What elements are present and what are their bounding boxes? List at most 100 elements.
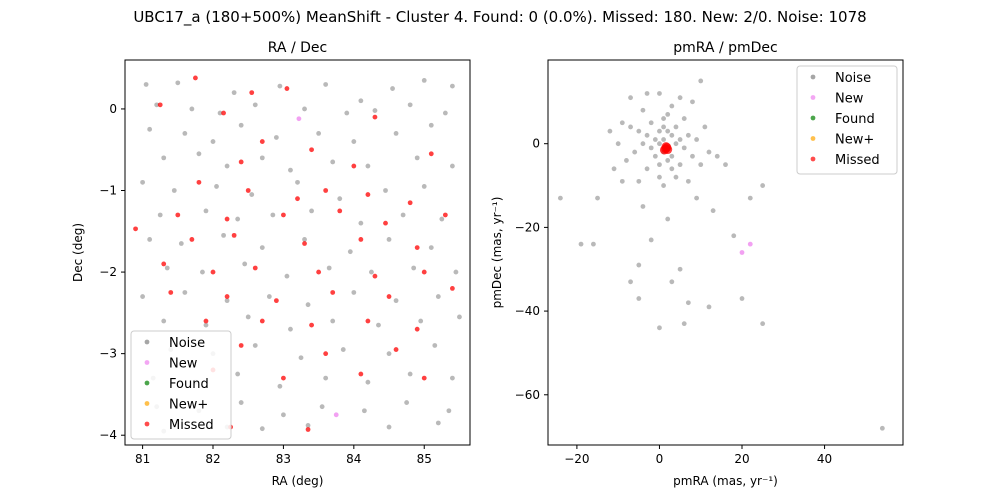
legend-marker (144, 360, 150, 365)
data-point-noise (690, 99, 695, 105)
data-point-missed (316, 269, 322, 275)
data-point-noise (652, 153, 658, 159)
legend-box (130, 330, 232, 440)
data-point-missed (249, 90, 255, 96)
legend-marker (144, 339, 150, 345)
data-point-noise (224, 163, 230, 169)
data-point-noise (760, 183, 766, 188)
data-point-missed (323, 351, 329, 357)
data-point-noise (365, 163, 371, 169)
data-point-missed (330, 290, 336, 295)
y-tick-label: −20 (515, 220, 540, 234)
data-point-noise (449, 163, 455, 169)
x-tick-label: 20 (734, 452, 749, 466)
data-point-noise (673, 124, 679, 130)
data-point-noise (665, 216, 671, 222)
data-point-noise (164, 265, 170, 271)
data-point-noise (681, 145, 687, 151)
data-point-noise (657, 91, 662, 96)
data-point-noise (661, 116, 666, 121)
data-point-noise (295, 179, 300, 185)
data-point-noise (731, 233, 737, 239)
data-point-noise (284, 273, 290, 279)
data-point-missed (210, 269, 216, 275)
data-point-noise (369, 269, 374, 275)
data-point-noise (390, 86, 395, 91)
data-point-missed (386, 294, 392, 299)
data-point-noise (640, 141, 646, 147)
data-point-missed (245, 188, 251, 193)
data-point-noise (657, 141, 662, 147)
data-point-missed (407, 200, 413, 206)
data-point-noise (644, 132, 650, 138)
data-point-noise (428, 245, 434, 251)
data-point-missed (133, 226, 138, 232)
data-point-noise (203, 322, 209, 328)
data-point-missed (231, 232, 237, 238)
data-point-noise (140, 294, 146, 299)
data-point-noise (677, 95, 683, 101)
data-point-missed (203, 318, 209, 324)
data-point-missed (661, 142, 671, 152)
data-point-noise (277, 83, 283, 89)
x-tick-label: −20 (564, 452, 589, 466)
legend-label: New+ (835, 133, 874, 148)
data-point-missed (358, 237, 364, 242)
data-point-noise (171, 188, 177, 193)
data-point-noise (221, 232, 226, 238)
data-point-missed (252, 265, 258, 271)
data-point-noise (628, 95, 633, 101)
data-point-missed (428, 151, 434, 157)
data-point-noise (252, 343, 258, 348)
data-point-noise (224, 298, 230, 304)
pm-panel: pmRA / pmDec −20 0 20 40 0 −20 −40 −60 pmRA (mas,… (490, 40, 904, 488)
data-point-noise (200, 269, 205, 275)
data-point-noise (685, 132, 691, 138)
data-point-noise (453, 269, 459, 275)
y-tick-label: 0 (109, 102, 117, 116)
data-point-missed (337, 208, 343, 214)
data-point-noise (316, 131, 322, 136)
data-point-noise (640, 204, 646, 209)
data-point-noise (330, 159, 336, 165)
data-point-missed (175, 212, 181, 218)
data-point-noise (235, 371, 241, 377)
data-point-noise (677, 266, 683, 272)
x-tick-label: 84 (346, 452, 361, 466)
data-point-missed (161, 261, 167, 267)
data-point-noise (665, 158, 671, 163)
y-tick-label: −60 (515, 388, 540, 402)
legend-label: Found (169, 377, 209, 392)
data-point-missed (224, 216, 230, 222)
data-point-missed (259, 139, 265, 144)
data-point-noise (214, 184, 219, 189)
data-point-noise (557, 195, 563, 201)
data-point-noise (203, 208, 209, 214)
data-point-noise (661, 124, 666, 130)
legend-label: New (169, 357, 198, 372)
data-point-noise (760, 321, 766, 327)
data-point-noise (323, 82, 329, 87)
data-point-noise (677, 137, 683, 142)
data-point-missed (302, 241, 307, 246)
data-point-noise (259, 245, 265, 251)
data-point-noise (644, 91, 650, 96)
data-point-noise (344, 110, 350, 116)
data-point-noise (432, 343, 438, 348)
data-point-noise (607, 128, 613, 134)
legend: Noise New Found New+ Missed (796, 65, 898, 175)
data-point-noise (669, 153, 675, 159)
data-point-missed (224, 294, 230, 299)
data-point-missed (196, 179, 202, 185)
legend-marker (810, 115, 816, 121)
data-point-noise (147, 237, 153, 242)
data-point-noise (446, 408, 452, 414)
data-point-missed (193, 75, 198, 81)
data-point-noise (706, 149, 712, 155)
legend-marker (144, 421, 150, 427)
data-point-noise (411, 265, 417, 271)
data-point-noise (657, 174, 662, 180)
data-point-noise (337, 196, 343, 202)
data-point-noise (698, 78, 704, 84)
